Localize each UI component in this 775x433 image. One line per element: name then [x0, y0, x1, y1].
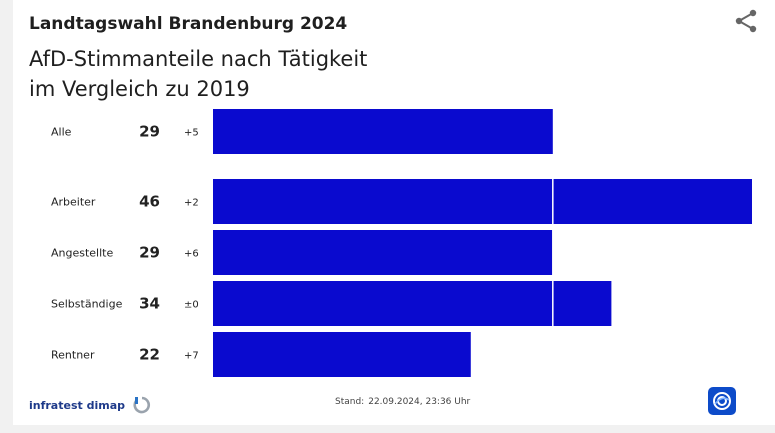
bar-selbständige	[213, 281, 612, 326]
bar-rentner	[213, 332, 471, 377]
chart-title: Landtagswahl Brandenburg 2024	[29, 14, 348, 34]
value-label: 22	[139, 346, 160, 364]
value-label: 29	[139, 244, 160, 262]
bar-arbeiter	[213, 179, 752, 224]
change-label: +2	[184, 198, 199, 209]
change-label: ±0	[184, 300, 199, 311]
change-label: +7	[184, 351, 199, 362]
timestamp: Stand: 22.09.2024, 23:36 Uhr	[335, 397, 470, 407]
category-label: Alle	[51, 126, 72, 139]
value-label: 34	[139, 295, 160, 313]
bar-alle	[213, 109, 553, 154]
category-label: Rentner	[51, 349, 95, 362]
bar-angestellte	[213, 230, 553, 275]
category-label: Arbeiter	[51, 196, 96, 209]
change-label: +5	[184, 128, 199, 139]
value-label: 29	[139, 123, 160, 141]
timestamp-label: Stand:	[335, 397, 365, 407]
subtitle-line-2: im Vergleich zu 2019	[29, 77, 250, 101]
infratest-dimap-logo	[133, 396, 151, 414]
change-label: +6	[184, 249, 199, 260]
share-icon[interactable]	[733, 8, 759, 34]
category-label: Selbständige	[51, 298, 123, 311]
category-label: Angestellte	[51, 247, 113, 260]
tagesschau-logo	[708, 387, 736, 415]
source-credit: infratest dimap	[29, 396, 151, 414]
timestamp-value: 22.09.2024, 23:36 Uhr	[368, 397, 471, 407]
value-label: 46	[139, 193, 160, 211]
source-label: infratest dimap	[29, 398, 125, 412]
subtitle-line-1: AfD-Stimmanteile nach Tätigkeit	[29, 47, 368, 71]
chart-subtitle: AfD-Stimmanteile nach Tätigkeit im Vergl…	[29, 44, 449, 104]
